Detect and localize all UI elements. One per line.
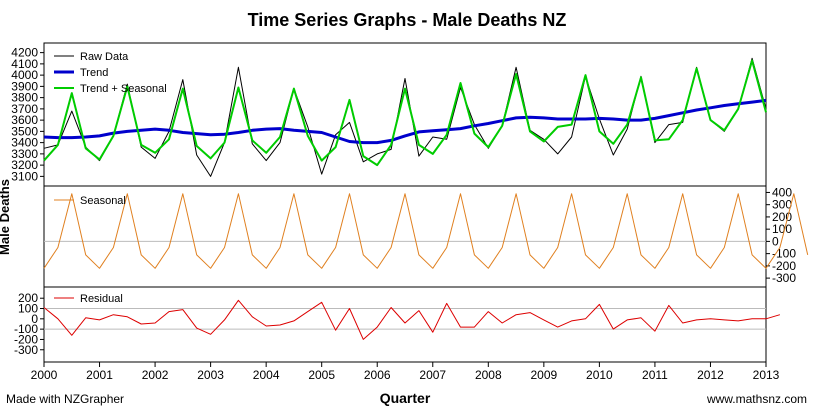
panel-frame-main: [43, 42, 767, 187]
panel-main: 3100320033003400350036003700380039004000…: [11, 42, 767, 187]
legend-label: Seasonal: [80, 195, 126, 207]
legend-label: Residual: [80, 293, 123, 305]
y-tick-label: 4100: [11, 57, 38, 71]
y-tick-label: 3400: [11, 136, 38, 150]
chart-title: Time Series Graphs - Male Deaths NZ: [248, 10, 567, 30]
y-tick-label: 3900: [11, 79, 38, 93]
y-tick-label: 0: [31, 312, 38, 326]
footer-right: www.mathsnz.com: [706, 392, 807, 406]
x-tick-label: 2000: [31, 368, 58, 382]
plot-layer: 3100320033003400350036003700380039004000…: [11, 42, 809, 382]
x-tick-label: 2009: [530, 368, 557, 382]
y-tick-label: 400: [772, 185, 792, 199]
y-tick-label: 0: [772, 234, 779, 248]
x-tick-label: 2002: [142, 368, 169, 382]
y-tick-label: 4200: [11, 46, 38, 60]
y-tick-label: 4000: [11, 68, 38, 82]
x-tick-label: 2010: [586, 368, 613, 382]
x-tick-label: 2013: [753, 368, 780, 382]
y-tick-label: 3300: [11, 147, 38, 161]
y-axis-label: Male Deaths: [0, 179, 12, 255]
panel-frame-residual: [43, 286, 767, 363]
series-line-trend: [43, 98, 767, 145]
x-tick-label: 2011: [642, 368, 668, 382]
y-tick-label: -300: [14, 343, 38, 357]
y-tick-label: -200: [772, 259, 796, 273]
series-line-seasonal: [43, 193, 809, 269]
series-line-trend-seasonal: [43, 59, 767, 167]
y-tick-label: 3600: [11, 113, 38, 127]
y-tick-label: 3100: [11, 169, 38, 183]
y-tick-label: 100: [772, 222, 792, 236]
y-tick-label: 100: [18, 302, 38, 316]
series-line-residual: [43, 299, 781, 340]
legend-label: Trend: [80, 67, 108, 79]
legend-label: Trend + Seasonal: [80, 83, 167, 95]
y-tick-label: 3800: [11, 91, 38, 105]
x-tick-label: 2008: [475, 368, 502, 382]
y-tick-label: -200: [14, 332, 38, 346]
y-tick-label: -100: [14, 322, 38, 336]
y-tick-label: 300: [772, 198, 792, 212]
legend-label: Raw Data: [80, 51, 129, 63]
panel-frame-seasonal: [43, 185, 767, 288]
x-axis-label: Quarter: [380, 390, 431, 406]
x-tick-label: 2007: [419, 368, 446, 382]
x-tick-label: 2004: [253, 368, 280, 382]
y-tick-label: -300: [772, 271, 796, 285]
y-tick-label: 3500: [11, 124, 38, 138]
x-tick-label: 2006: [364, 368, 391, 382]
x-tick-label: 2003: [197, 368, 224, 382]
x-tick-label: 2005: [308, 368, 335, 382]
footer-left: Made with NZGrapher: [6, 392, 124, 406]
y-tick-label: 3700: [11, 102, 38, 116]
x-tick-label: 2012: [697, 368, 724, 382]
y-tick-label: 3200: [11, 158, 38, 172]
y-tick-label: 200: [18, 291, 38, 305]
x-tick-label: 2001: [86, 368, 113, 382]
